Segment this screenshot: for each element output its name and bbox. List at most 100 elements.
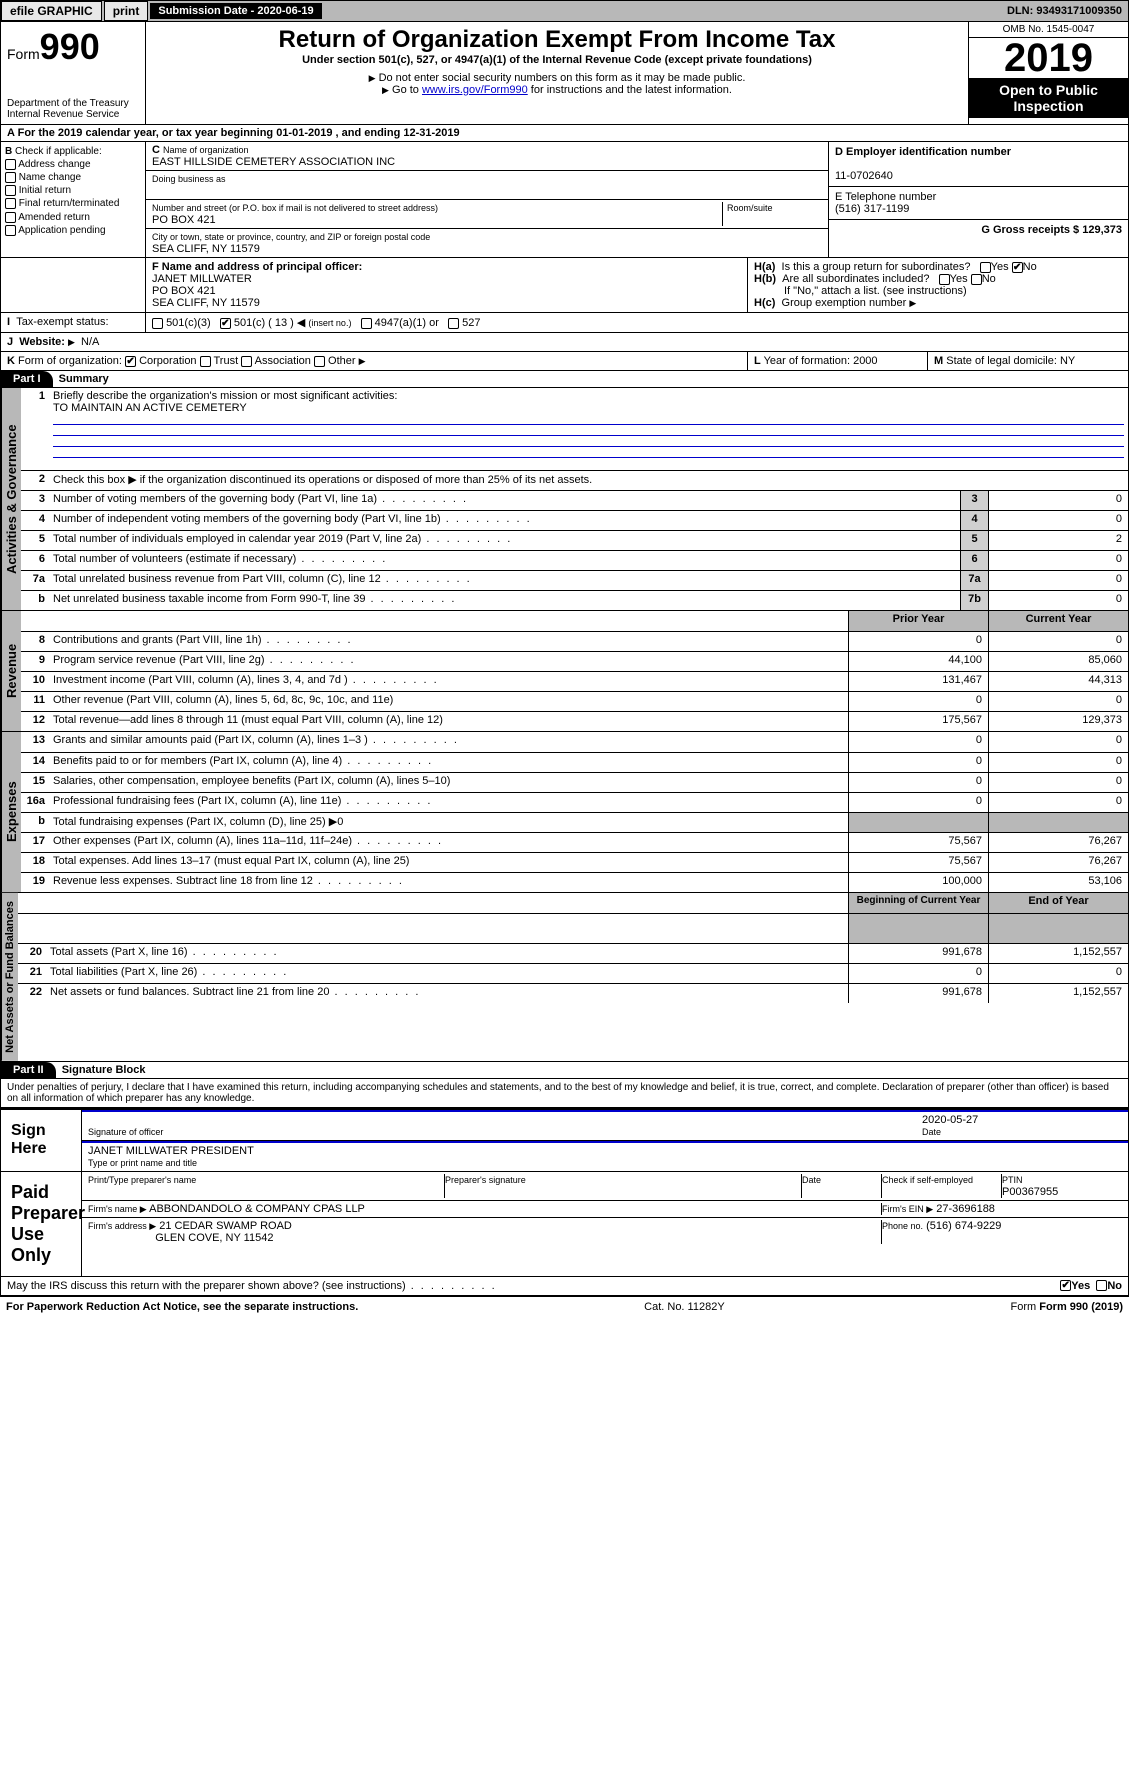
form-title: Return of Organization Exempt From Incom… <box>150 26 964 54</box>
chk-label: Name change <box>19 172 81 183</box>
open-public-badge: Open to Public Inspection <box>969 78 1128 118</box>
c10: 44,313 <box>988 672 1128 691</box>
hb-note: If "No," attach a list. (see instruction… <box>754 285 1122 297</box>
period-text: For the 2019 calendar year, or tax year … <box>18 127 460 139</box>
chk-501c3[interactable] <box>152 318 163 329</box>
p21: 0 <box>848 964 988 983</box>
perjury-text: Under penalties of perjury, I declare th… <box>0 1079 1129 1108</box>
firm-addr: 21 CEDAR SWAMP ROAD <box>159 1220 292 1232</box>
label-i: I <box>7 316 10 328</box>
ha-no[interactable] <box>1012 262 1023 273</box>
l13: Grants and similar amounts paid (Part IX… <box>53 734 368 746</box>
year-formation: Year of formation: 2000 <box>764 355 878 367</box>
tab-revenue: Revenue <box>1 611 21 731</box>
arrow-icon <box>359 355 366 367</box>
sig-name-label: Type or print name and title <box>88 1158 197 1168</box>
efile-label: efile GRAPHIC <box>1 1 102 21</box>
ha-yes[interactable] <box>980 262 991 273</box>
l8: Contributions and grants (Part VIII, lin… <box>53 634 262 646</box>
l19: Revenue less expenses. Subtract line 18 … <box>53 875 313 887</box>
opt-corp: Corporation <box>139 355 196 367</box>
sign-here-block: Sign Here Signature of officer 2020-05-2… <box>0 1108 1129 1172</box>
checkbox-amended[interactable] <box>5 212 16 223</box>
p12: 175,567 <box>848 712 988 731</box>
p19: 100,000 <box>848 873 988 892</box>
firm-name-label: Firm's name ▶ <box>88 1204 147 1214</box>
tax-exempt-row: I Tax-exempt status: 501(c)(3) 501(c) ( … <box>0 313 1129 333</box>
print-button[interactable]: print <box>104 1 149 21</box>
arrow-icon <box>382 84 389 96</box>
l15: Salaries, other compensation, employee b… <box>53 775 450 787</box>
note-1: Do not enter social security numbers on … <box>379 72 746 84</box>
c14: 0 <box>988 753 1128 772</box>
chk-other[interactable] <box>314 356 325 367</box>
note-2-pre: Go to <box>392 84 422 96</box>
checkbox-name-change[interactable] <box>5 172 16 183</box>
c21: 0 <box>988 964 1128 983</box>
instructions-link[interactable]: www.irs.gov/Form990 <box>422 84 528 96</box>
no-label: No <box>1023 261 1037 273</box>
chk-4947[interactable] <box>361 318 372 329</box>
v7b: 0 <box>988 591 1128 610</box>
hb-yes[interactable] <box>939 274 950 285</box>
revenue-section: Revenue Prior YearCurrent Year 8Contribu… <box>0 611 1129 732</box>
c11: 0 <box>988 692 1128 711</box>
tab-activities-governance: Activities & Governance <box>1 388 21 610</box>
opt-4947: 4947(a)(1) or <box>375 317 439 329</box>
chk-trust[interactable] <box>200 356 211 367</box>
ein-value: 11-0702640 <box>835 170 893 182</box>
ein-label: D Employer identification number <box>835 146 1011 158</box>
submission-date: Submission Date - 2020-06-19 <box>150 3 321 19</box>
part-2-header: Part II Signature Block <box>0 1062 1129 1079</box>
p16a: 0 <box>848 793 988 812</box>
sign-here-label: Sign Here <box>1 1110 81 1171</box>
discuss-no[interactable] <box>1096 1280 1107 1291</box>
curr-year-hdr: Current Year <box>988 611 1128 631</box>
footer: For Paperwork Reduction Act Notice, see … <box>0 1296 1129 1317</box>
checkbox-final-return[interactable] <box>5 198 16 209</box>
cat-no: Cat. No. 11282Y <box>644 1301 725 1313</box>
l18: Total expenses. Add lines 13–17 (must eq… <box>53 855 409 867</box>
p11: 0 <box>848 692 988 711</box>
opt-501c: 501(c) ( 13 ) <box>234 317 294 329</box>
header-toolbar: efile GRAPHIC print Submission Date - 20… <box>0 0 1129 22</box>
v6: 0 <box>988 551 1128 570</box>
officer-addr2: SEA CLIFF, NY 11579 <box>152 297 260 309</box>
label-hc: H(c) <box>754 297 775 309</box>
prep-sig-label: Preparer's signature <box>445 1175 526 1185</box>
chk-assoc[interactable] <box>241 356 252 367</box>
chk-527[interactable] <box>448 318 459 329</box>
chk-label: Application pending <box>18 225 105 236</box>
form-number: 990 <box>40 26 100 67</box>
website-label: Website: <box>19 336 65 348</box>
state-domicile: State of legal domicile: NY <box>946 355 1075 367</box>
c17: 76,267 <box>988 833 1128 852</box>
q2-text: Check this box ▶ if the organization dis… <box>53 474 592 486</box>
chk-label: Address change <box>18 159 90 170</box>
checkbox-address-change[interactable] <box>5 159 16 170</box>
yes-label: Yes <box>991 261 1009 273</box>
org-name-label: Name of organization <box>163 145 249 155</box>
checkbox-initial-return[interactable] <box>5 185 16 196</box>
chk-corp[interactable] <box>125 356 136 367</box>
discuss-yes[interactable] <box>1060 1280 1071 1291</box>
chk-label: Initial return <box>19 185 71 196</box>
firm-ein-label: Firm's EIN ▶ <box>882 1204 933 1214</box>
opt-trust: Trust <box>213 355 238 367</box>
hb-no[interactable] <box>971 274 982 285</box>
firm-phone-label: Phone no. <box>882 1221 923 1231</box>
part-1-label: Part I <box>1 371 53 387</box>
arrow-icon <box>909 297 916 309</box>
prep-date-label: Date <box>802 1175 821 1185</box>
label-ha: H(a) <box>754 261 775 273</box>
c8: 0 <box>988 632 1128 651</box>
date-label: Date <box>922 1127 941 1137</box>
org-name: EAST HILLSIDE CEMETERY ASSOCIATION INC <box>152 156 395 168</box>
form-org-label: Form of organization: <box>18 355 122 367</box>
part-2-label: Part II <box>1 1062 56 1078</box>
l11: Other revenue (Part VIII, column (A), li… <box>53 694 393 706</box>
firm-phone: (516) 674-9229 <box>926 1220 1001 1232</box>
checkbox-app-pending[interactable] <box>5 225 16 236</box>
chk-501c[interactable] <box>220 318 231 329</box>
addr-label: Number and street (or P.O. box if mail i… <box>152 203 438 213</box>
